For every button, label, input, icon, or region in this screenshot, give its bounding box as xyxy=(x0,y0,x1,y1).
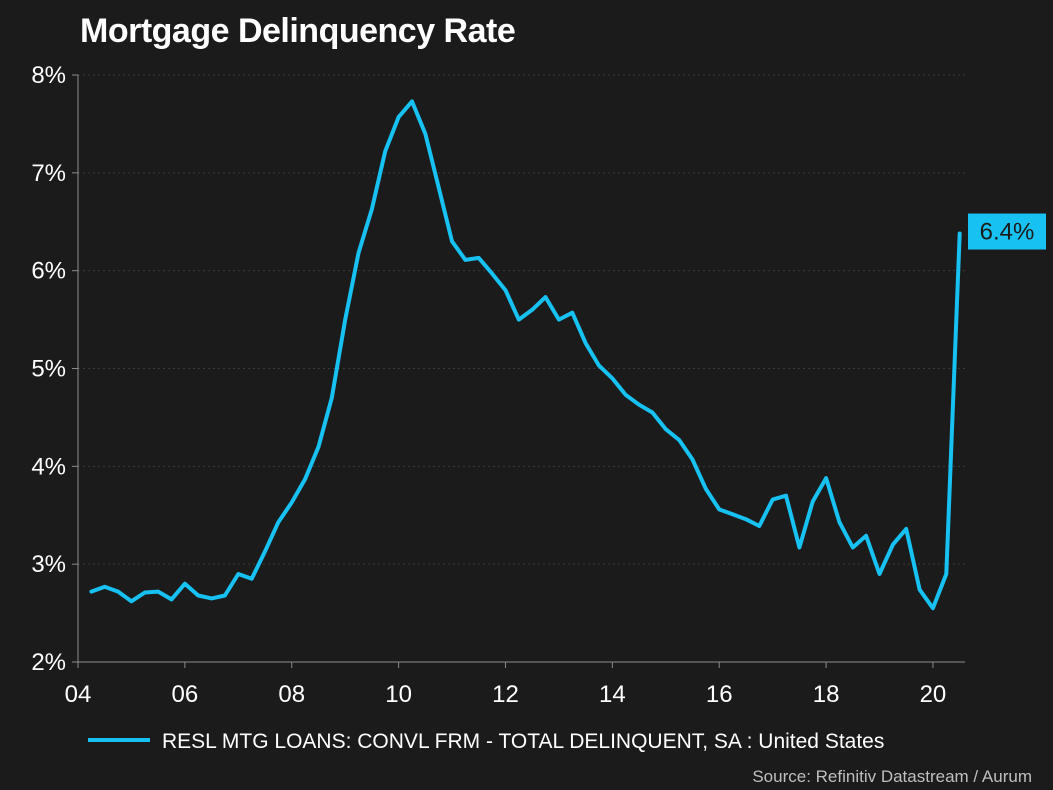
axes xyxy=(72,74,965,668)
x-tick-label: 20 xyxy=(920,681,947,708)
x-tick-label: 08 xyxy=(278,681,305,708)
y-tick-label: 7% xyxy=(31,160,66,187)
x-tick-label: 04 xyxy=(65,681,92,708)
x-tick-label: 16 xyxy=(706,681,733,708)
source-note: Source: Refinitiv Datastream / Aurum xyxy=(752,767,1032,786)
y-tick-label: 3% xyxy=(31,551,66,578)
callout-label: 6.4% xyxy=(980,219,1035,246)
legend-label: RESL MTG LOANS: CONVL FRM - TOTAL DELINQ… xyxy=(162,730,884,753)
series-line-0 xyxy=(89,99,962,611)
x-axis-ticks: 04 06 08 10 12 14 16 18 20 xyxy=(65,681,947,708)
legend: RESL MTG LOANS: CONVL FRM - TOTAL DELINQ… xyxy=(88,730,884,753)
y-tick-label: 6% xyxy=(31,258,66,285)
x-tick-label: 10 xyxy=(385,681,412,708)
series-group xyxy=(89,99,962,611)
callout-box xyxy=(968,213,1046,250)
y-tick-label: 8% xyxy=(31,62,66,89)
y-axis-ticks: 2% 3% 4% 5% 6% 7% 8% xyxy=(31,62,66,676)
x-tick-label: 14 xyxy=(599,681,626,708)
annotations: 6.4% xyxy=(968,213,1046,250)
y-tick-label: 5% xyxy=(31,356,66,383)
x-tick-label: 12 xyxy=(492,681,519,708)
x-tick-label: 06 xyxy=(172,681,199,708)
y-tick-label: 2% xyxy=(31,649,66,676)
chart-title: Mortgage Delinquency Rate xyxy=(80,12,516,50)
y-tick-label: 4% xyxy=(31,453,66,480)
x-tick-label: 18 xyxy=(813,681,840,708)
